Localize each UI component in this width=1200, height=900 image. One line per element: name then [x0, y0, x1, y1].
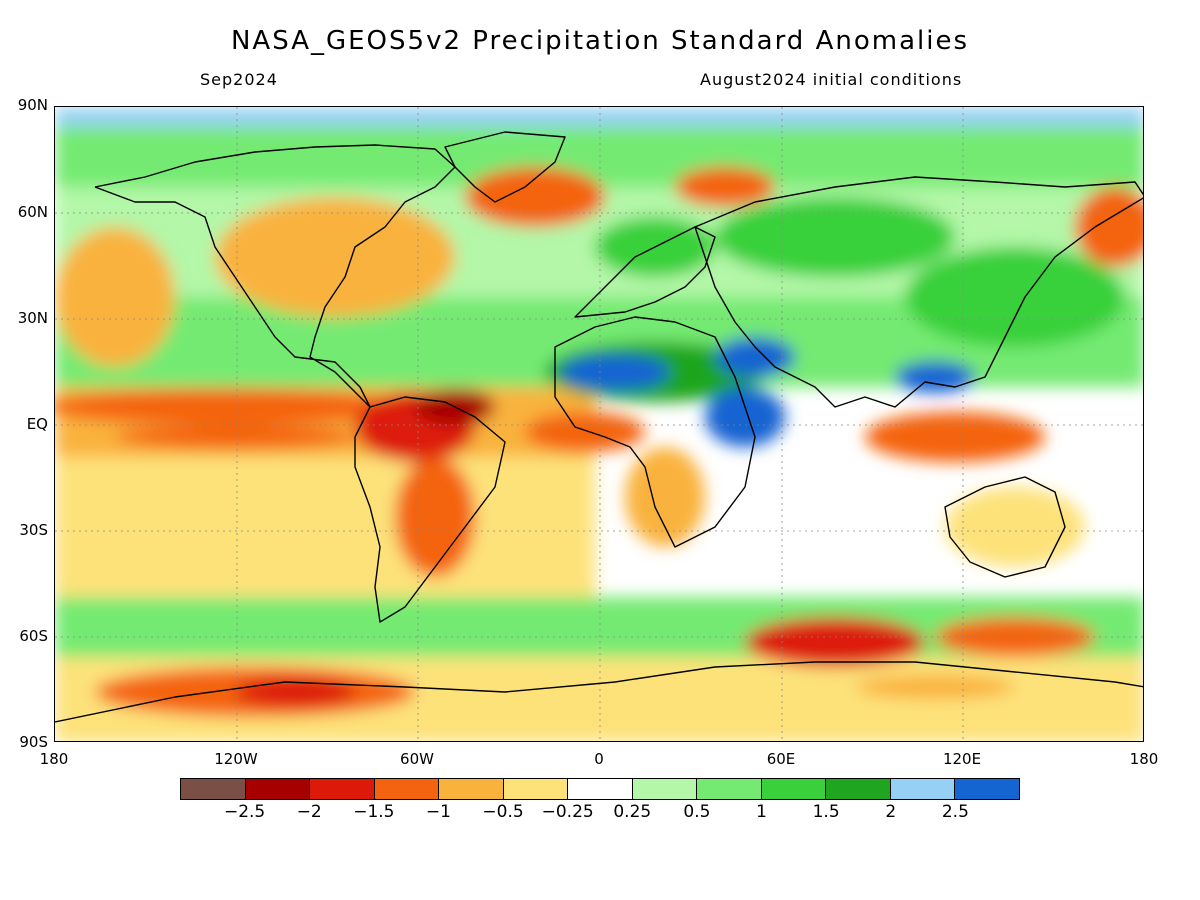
colorbar-tick-label: −2	[296, 802, 322, 822]
colorbar-swatch	[245, 779, 311, 799]
lat-label-60s: 60S	[19, 627, 48, 645]
lat-label-30s: 30S	[19, 521, 48, 539]
coast-antarctica	[55, 661, 1143, 723]
coast-north-america	[94, 144, 456, 408]
colorbar-swatch	[310, 779, 375, 799]
lat-label-90s: 90S	[19, 733, 48, 751]
map-canvas	[55, 107, 1143, 741]
lon-label-60e: 60E	[766, 750, 796, 768]
lon-label-120w: 120W	[214, 750, 258, 768]
colorbar-tick-label: 0.25	[613, 802, 652, 822]
map-title: NASA_GEOS5v2 Precipitation Standard Anom…	[230, 26, 970, 56]
colorbar-swatch	[503, 779, 569, 799]
colorbar-swatch	[890, 779, 956, 799]
lon-label-180w: 180	[39, 750, 69, 768]
colorbar	[180, 778, 1020, 800]
colorbar-tick-label: 1.5	[812, 802, 840, 822]
coast-asia	[694, 176, 1143, 408]
colorbar-swatch	[826, 779, 891, 799]
colorbar-swatch	[181, 779, 246, 799]
colorbar-tick-label: −0.5	[482, 802, 524, 822]
coastlines	[55, 131, 1143, 723]
colorbar-swatch	[632, 779, 698, 799]
colorbar-tick-label: −1.5	[353, 802, 395, 822]
colorbar-tick-label: 2	[885, 802, 897, 822]
coast-europe	[574, 226, 716, 318]
colorbar-tick-label: −2.5	[223, 802, 266, 822]
coast-australia	[944, 476, 1066, 578]
colorbar-swatch	[439, 779, 504, 799]
lon-label-0: 0	[594, 750, 604, 768]
colorbar-swatch	[568, 779, 633, 799]
lon-label-180e: 180	[1129, 750, 1159, 768]
colorbar-swatch	[761, 779, 827, 799]
coast-south-america	[354, 396, 506, 623]
colorbar-swatch	[955, 779, 1019, 799]
lat-label-60n: 60N	[17, 203, 48, 221]
coast-africa	[554, 316, 756, 548]
lat-label-90n: 90N	[17, 96, 48, 114]
graticule	[55, 107, 1143, 741]
forecast-month: Sep2024	[200, 70, 278, 89]
colorbar-tick-label: 1	[756, 802, 767, 822]
initial-conditions: August2024 initial conditions	[700, 70, 963, 89]
anomaly-field	[55, 107, 1143, 741]
lat-label-eq: EQ	[26, 415, 48, 433]
colorbar-swatch	[374, 779, 440, 799]
lat-label-30n: 30N	[17, 309, 48, 327]
colorbar-swatch	[697, 779, 762, 799]
colorbar-tick-label: 0.5	[683, 802, 711, 822]
colorbar-tick-label: −1	[425, 802, 451, 822]
coast-greenland	[444, 131, 566, 203]
colorbar-tick-label: −0.25	[541, 802, 594, 822]
colorbar-tick-label: 2.5	[941, 802, 969, 822]
precipitation-anomaly-map	[54, 106, 1144, 742]
lon-label-60w: 60W	[400, 750, 434, 768]
lon-label-120e: 120E	[942, 750, 982, 768]
